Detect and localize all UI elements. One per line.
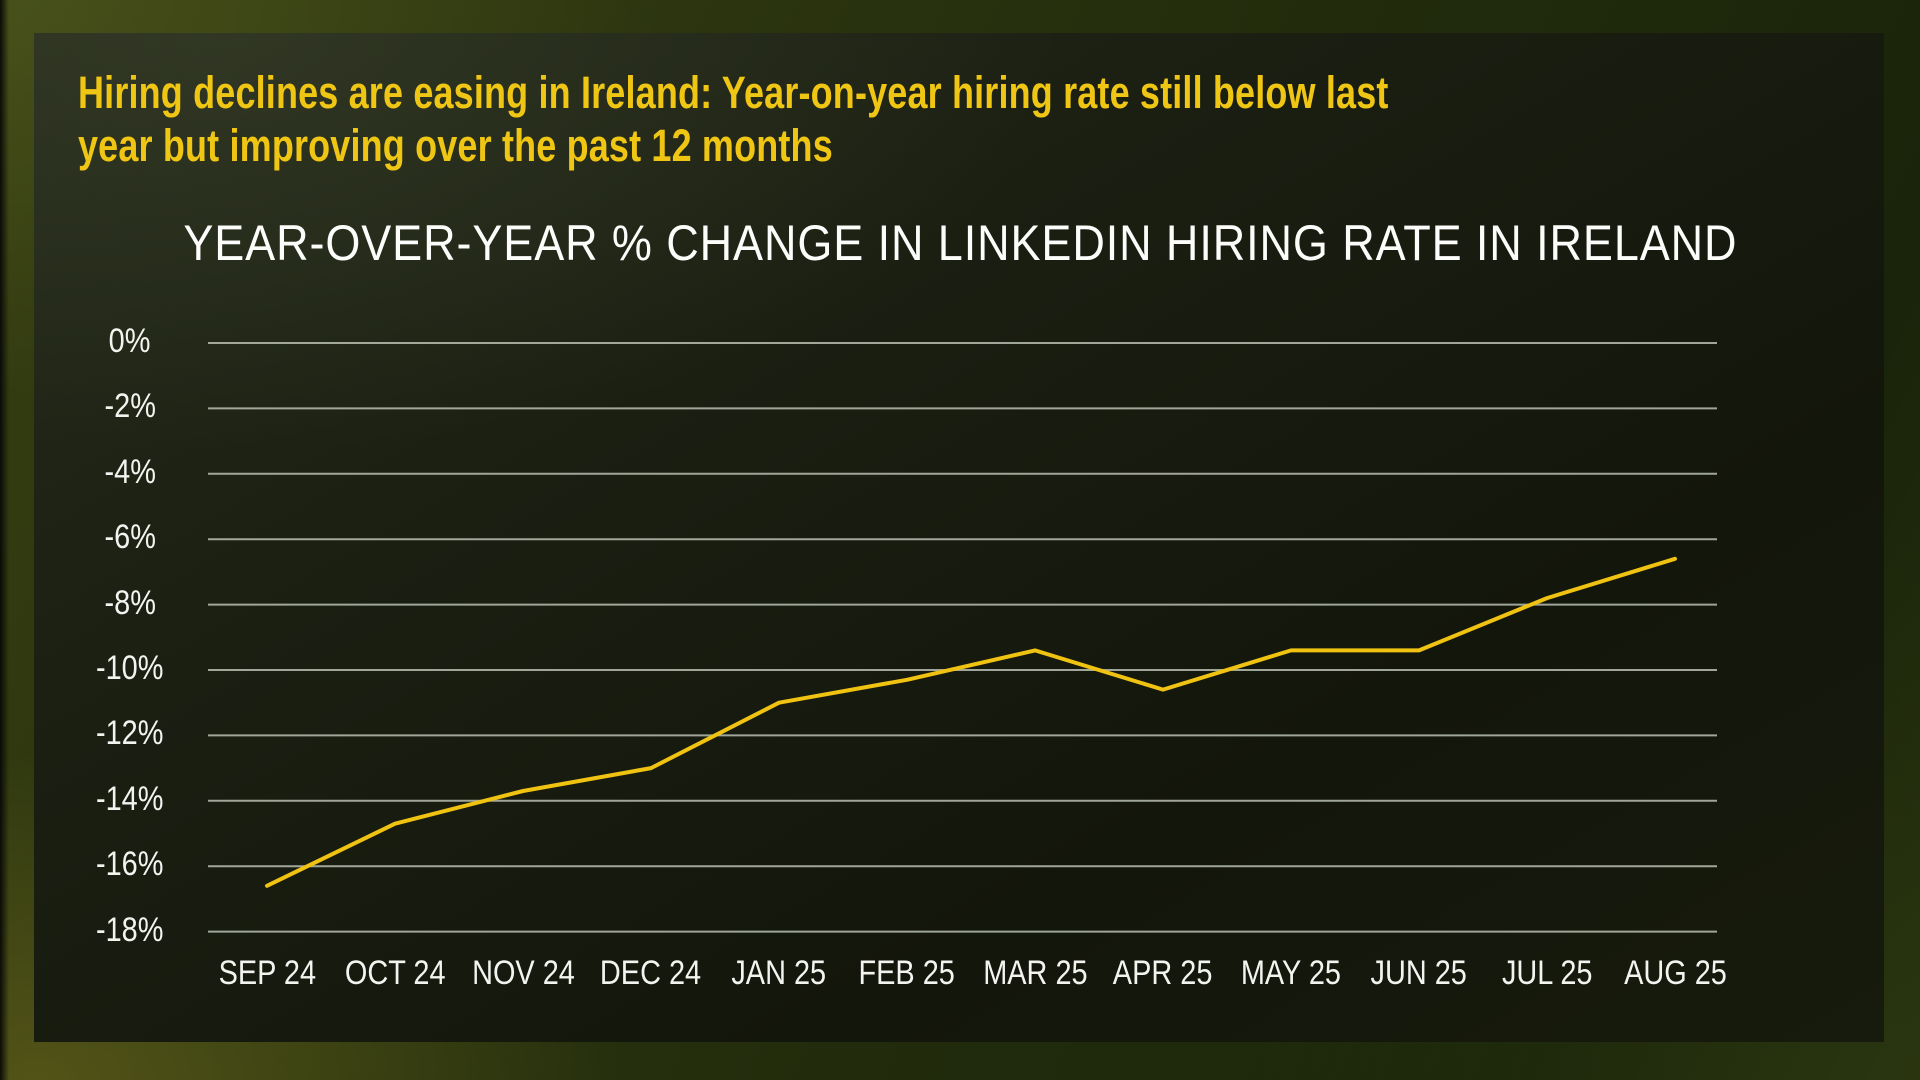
y-tick-label: -18% (96, 910, 164, 949)
x-tick-label: JUN 25 (1370, 954, 1468, 992)
x-tick-label: JAN 25 (731, 954, 827, 992)
headline-line-2: year but improving over the past 12 mont… (78, 120, 833, 171)
series-line (265, 556, 1677, 888)
chart-panel (34, 33, 1884, 1042)
chart-title-container: YEAR-OVER-YEAR % CHANGE IN LINKEDIN HIRI… (0, 213, 1920, 273)
x-tick-label: FEB 25 (858, 954, 956, 992)
y-tick-label: -10% (96, 649, 164, 687)
y-tick-label: -12% (96, 714, 164, 753)
x-tick-label: OCT 24 (344, 954, 446, 992)
x-tick-label: SEP 24 (218, 954, 316, 992)
headline-line-1: Hiring declines are easing in Ireland: Y… (78, 67, 1389, 118)
y-tick-label: -14% (96, 779, 164, 818)
x-tick-label: APR 25 (1113, 954, 1213, 992)
x-tick-label: AUG 25 (1623, 954, 1727, 992)
x-tick-label: MAY 25 (1240, 954, 1342, 992)
x-tick-label: NOV 24 (471, 954, 575, 992)
y-tick-label: -6% (104, 518, 156, 557)
y-tick-label: -8% (104, 583, 156, 622)
x-tick-label: JUL 25 (1501, 954, 1593, 992)
y-tick-label: -2% (104, 387, 156, 426)
x-tick-label: MAR 25 (982, 954, 1088, 992)
x-tick-label: DEC 24 (600, 954, 702, 992)
y-tick-label: 0% (109, 322, 151, 360)
chart-title: YEAR-OVER-YEAR % CHANGE IN LINKEDIN HIRI… (182, 215, 1738, 271)
headline: Hiring declines are easing in Ireland: Y… (78, 66, 1716, 172)
y-tick-label: -16% (96, 845, 164, 884)
y-tick-label: -4% (104, 452, 156, 491)
